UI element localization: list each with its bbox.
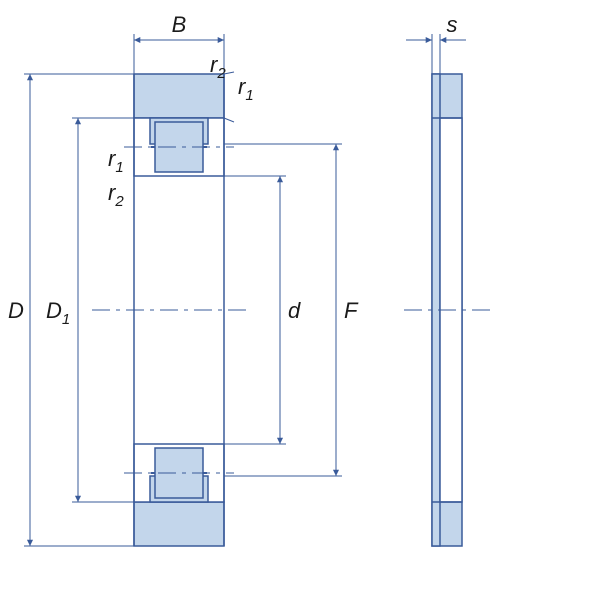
svg-text:r1: r1 [108,146,124,176]
svg-text:s: s [447,12,458,37]
svg-text:D: D [8,298,24,323]
svg-text:D1: D1 [46,298,70,328]
svg-text:d: d [288,298,301,323]
svg-text:r2: r2 [108,180,124,210]
svg-text:r1: r1 [238,74,254,104]
svg-text:F: F [344,298,359,323]
svg-text:B: B [172,12,187,37]
